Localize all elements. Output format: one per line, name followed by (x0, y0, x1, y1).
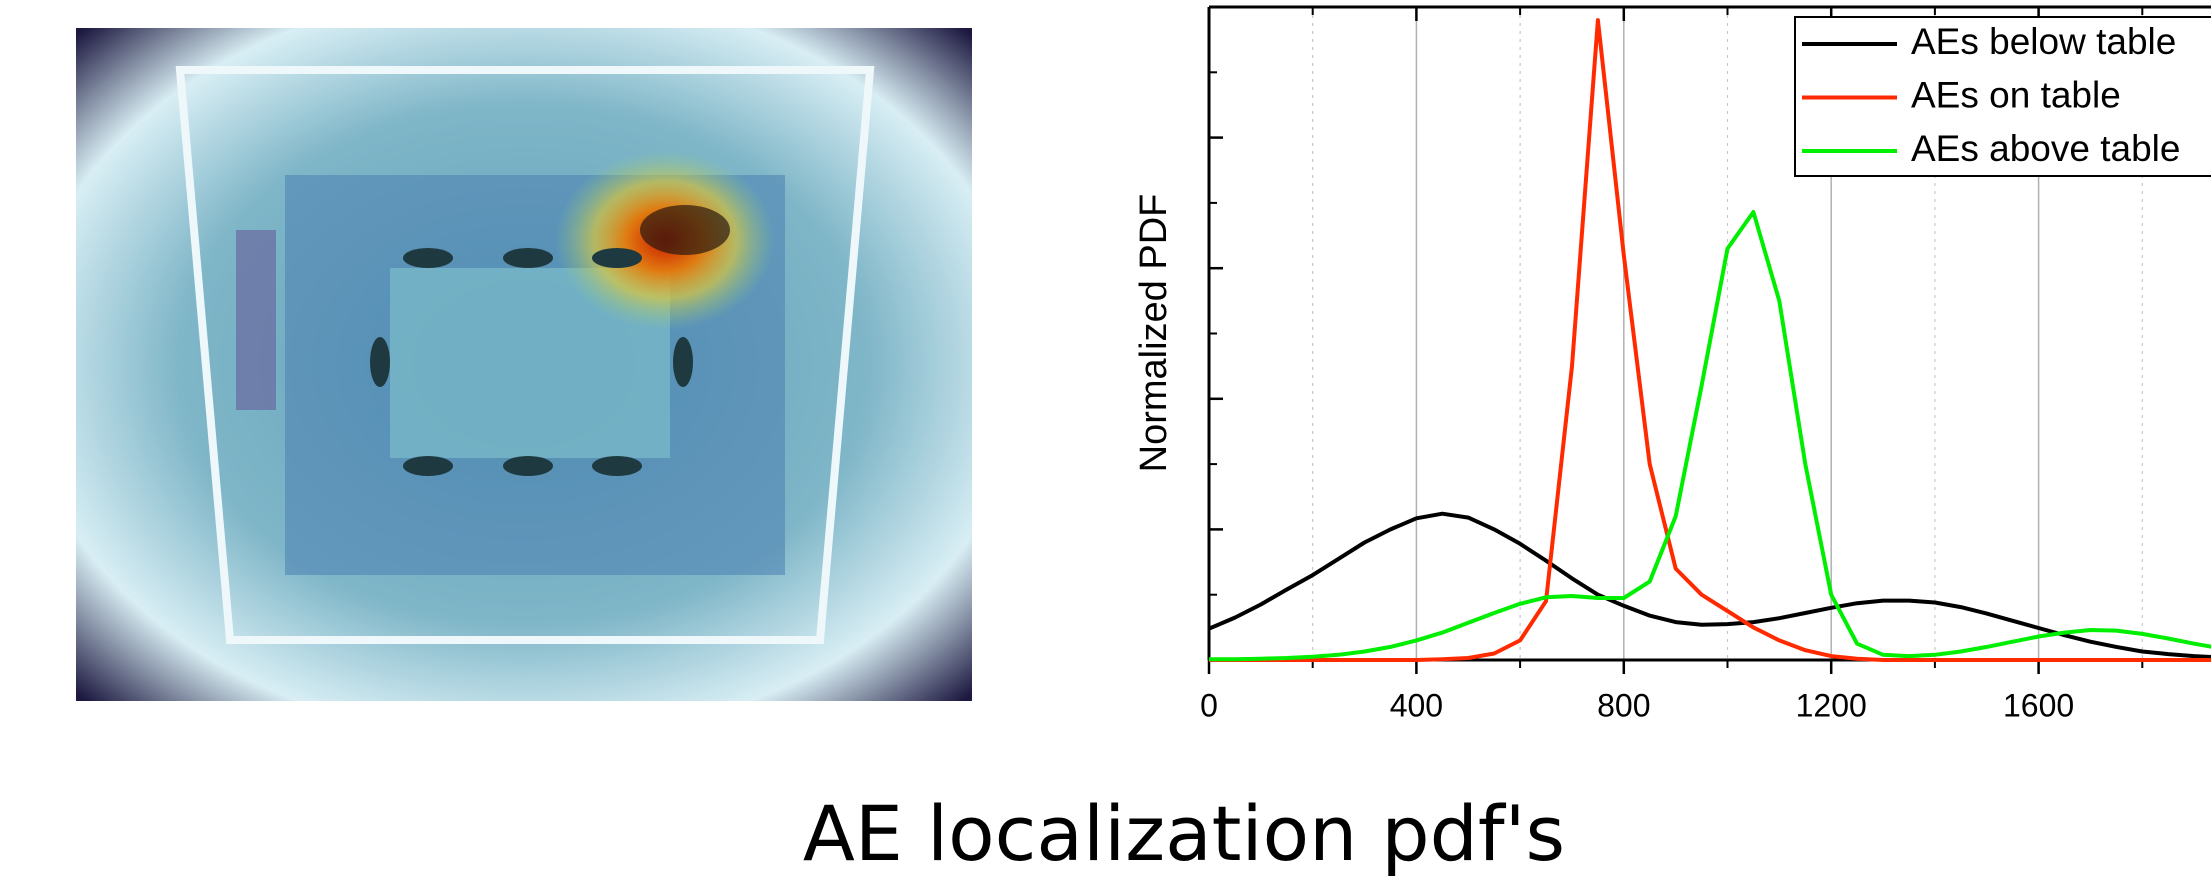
room-heatmap (76, 28, 972, 701)
legend-label: AEs below table (1911, 21, 2176, 62)
x-tick-label: 800 (1597, 687, 1650, 723)
x-tick-label: 400 (1390, 687, 1443, 723)
y-axis-label: Normalized PDF (1133, 194, 1175, 473)
x-tick-label: 0 (1200, 687, 1218, 723)
legend-label: AEs on table (1911, 74, 2121, 115)
series-line (1208, 511, 2211, 659)
x-tick-label: 1600 (2003, 687, 2074, 723)
series-line (1209, 210, 2211, 662)
legend-label: AEs above table (1911, 128, 2180, 169)
series-line (1209, 18, 2211, 662)
caption: AE localization pdf's (803, 789, 1565, 878)
x-tick-label: 1200 (1796, 687, 1867, 723)
